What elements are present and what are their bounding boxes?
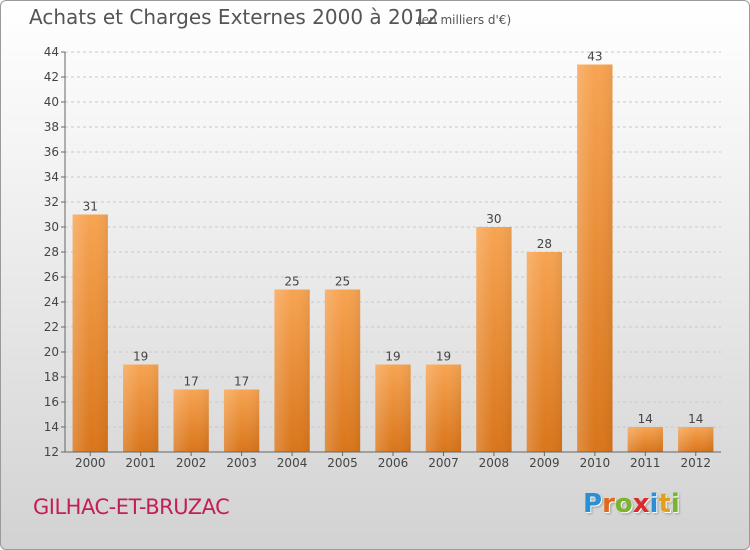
bar-shine <box>324 289 361 452</box>
bar-value-label: 17 <box>184 375 199 389</box>
y-tick-label: 12 <box>44 445 59 459</box>
y-tick-label: 20 <box>44 345 59 359</box>
y-tick-label: 28 <box>44 245 59 259</box>
x-tick-label: 2012 <box>680 456 711 470</box>
bar-value-label: 28 <box>537 237 552 251</box>
bar-value-label: 25 <box>335 275 350 289</box>
bar-shine <box>274 289 310 452</box>
y-tick-label: 16 <box>44 395 59 409</box>
place-name: GILHAC-ET-BRUZAC <box>33 495 230 519</box>
y-tick-label: 14 <box>44 420 59 434</box>
x-tick-label: 2004 <box>277 456 308 470</box>
y-tick-label: 30 <box>44 220 59 234</box>
bar-value-label: 25 <box>284 275 299 289</box>
bar-shine <box>577 64 613 452</box>
bar-value-label: 19 <box>133 350 148 364</box>
logo-letter: P <box>583 489 603 519</box>
x-tick-label: 2007 <box>428 456 459 470</box>
y-tick-label: 18 <box>44 370 59 384</box>
bar-shine <box>72 214 108 452</box>
x-tick-label: 2002 <box>176 456 207 470</box>
bar-value-label: 43 <box>587 50 602 64</box>
y-tick-label: 42 <box>44 70 59 84</box>
bar-value-label: 17 <box>234 375 249 389</box>
bar-shine <box>425 364 462 452</box>
logo-letter: i <box>649 489 659 519</box>
bar-value-label: 31 <box>83 200 98 214</box>
x-tick-label: 2008 <box>479 456 510 470</box>
logo-letter: x <box>632 489 650 519</box>
x-tick-label: 2005 <box>327 456 358 470</box>
logo-letter: r <box>602 489 615 519</box>
y-tick-label: 32 <box>44 195 59 209</box>
bar-shine <box>627 427 663 452</box>
chart-subtitle: (en milliers d'€) <box>417 13 512 27</box>
y-tick-label: 34 <box>44 170 59 184</box>
y-tick-label: 44 <box>44 45 59 59</box>
bar-value-label: 19 <box>385 350 400 364</box>
logo-letter: i <box>670 489 680 519</box>
bar-shine <box>678 427 714 452</box>
x-tick-label: 2011 <box>630 456 661 470</box>
y-tick-label: 38 <box>44 120 59 134</box>
bar-shine <box>526 252 563 452</box>
bar-shine <box>375 364 411 452</box>
x-tick-label: 2009 <box>529 456 560 470</box>
x-tick-label: 2010 <box>580 456 611 470</box>
bar-shine <box>476 227 512 452</box>
x-tick-label: 2000 <box>75 456 106 470</box>
y-tick-label: 22 <box>44 320 59 334</box>
bar-value-label: 14 <box>688 412 703 426</box>
bar-value-label: 30 <box>486 212 501 226</box>
logo-letter: o <box>614 489 633 519</box>
y-tick-label: 24 <box>44 295 59 309</box>
x-tick-label: 2001 <box>125 456 156 470</box>
x-tick-label: 2003 <box>226 456 257 470</box>
x-tick-label: 2006 <box>378 456 409 470</box>
bar-shine <box>123 364 159 452</box>
bar-value-label: 14 <box>638 412 653 426</box>
logo-letter: t <box>658 489 671 519</box>
y-tick-label: 40 <box>44 95 59 109</box>
bar-shine <box>223 389 260 452</box>
chart-title: Achats et Charges Externes 2000 à 2012 <box>29 5 439 29</box>
bar-shine <box>173 389 209 452</box>
proxiti-logo: Proxiti <box>583 489 680 519</box>
bar-value-label: 19 <box>436 350 451 364</box>
y-tick-label: 36 <box>44 145 59 159</box>
y-tick-label: 26 <box>44 270 59 284</box>
